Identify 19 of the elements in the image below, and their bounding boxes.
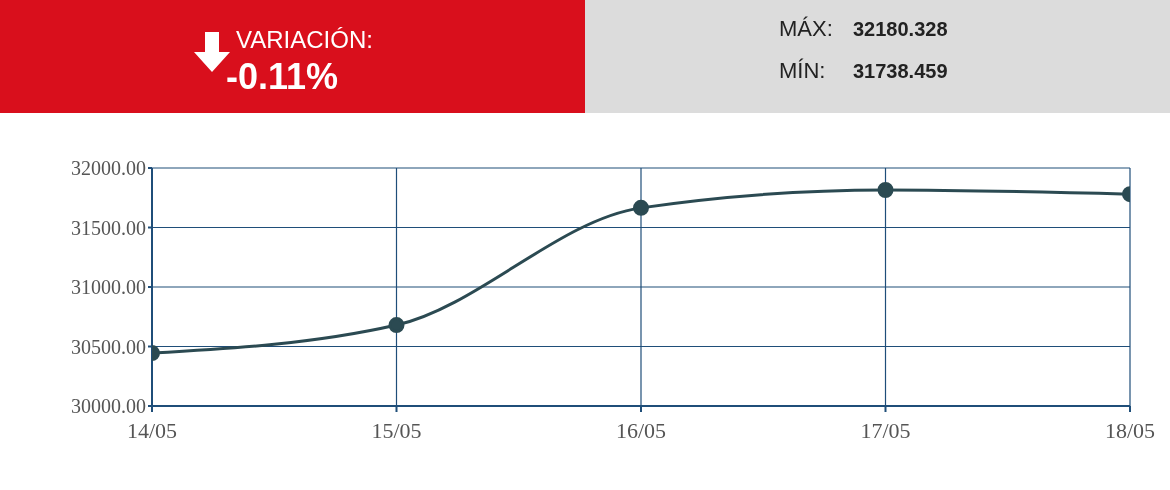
y-tick-label: 30500.00 [71, 335, 146, 358]
text: -0.11% [226, 56, 339, 98]
text: 32180.328 [853, 18, 948, 41]
x-tick-label: 18/05 [1104, 417, 1156, 443]
point [633, 199, 649, 216]
text: VARIACIÓN: [236, 26, 373, 54]
text: 31738.459 [853, 60, 948, 83]
text: MÍN: [779, 58, 826, 84]
x-tick-label: 16/05 [615, 417, 667, 443]
x-tick-label: 15/05 [371, 417, 422, 443]
x-tick-label: 14/05 [126, 417, 178, 443]
y-tick-label: 32000.00 [71, 157, 146, 180]
point [388, 317, 405, 334]
y-tick-label: 30000.00 [71, 395, 146, 418]
x-tick-label: 17/05 [860, 417, 911, 443]
point [877, 182, 894, 199]
y-tick-label: 31000.00 [71, 276, 146, 299]
text: MÁX: [779, 16, 833, 42]
y-tick-label: 31500.00 [71, 216, 146, 239]
